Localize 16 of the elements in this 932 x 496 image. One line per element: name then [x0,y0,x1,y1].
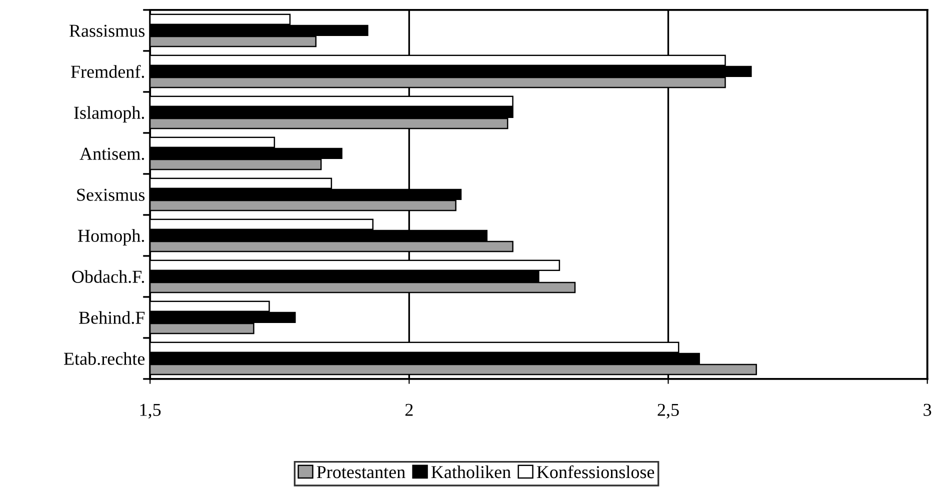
x-tick-label: 2 [405,404,413,416]
x-tick-label: 1,5 [140,404,161,419]
y-tick-label: Obdach.F. [72,270,144,283]
y-tick-label: Fremdenf. [71,64,144,78]
y-tick-label: Sexismus [77,188,145,201]
legend-label: Katholiken [431,466,511,478]
y-tick-label: Rassismus [69,24,145,37]
y-tick-label: Islamoph. [74,106,144,123]
y-tick-label: Antisem. [80,148,144,160]
legend-label: Konfessionslose [536,465,654,478]
y-tick-label: Homoph. [78,229,144,246]
y-tick-label: Behind.F [79,311,145,324]
x-tick-label: 2,5 [658,404,679,419]
legend-label: Protestanten [316,466,406,478]
x-tick-label: 3 [924,404,932,416]
y-tick-label: Etab.rechte [64,352,145,365]
